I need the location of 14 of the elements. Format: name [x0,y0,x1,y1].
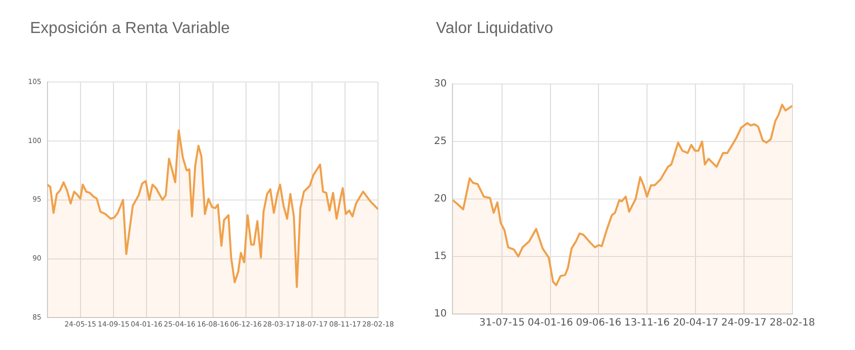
y-tick-label: 20 [434,194,447,205]
x-tick-label: 20-04-17 [672,318,718,329]
x-tick-label: 24-09-17 [721,318,767,329]
y-tick-label: 10 [434,308,447,320]
y-tick-label: 25 [434,136,447,148]
x-tick-label: 04-01-16 [528,318,574,329]
x-tick-label: 28-02-18 [770,318,815,329]
chart-title: Exposición a Renta Variable [30,20,230,38]
x-tick-label: 13-11-16 [624,318,670,329]
x-tick-label: 09-06-16 [576,318,622,329]
y-tick-label: 15 [434,251,447,262]
y-tick-label: 30 [434,78,447,90]
x-tick-label: 31-07-15 [479,318,525,329]
chart-title: Valor Liquidativo [436,20,554,38]
